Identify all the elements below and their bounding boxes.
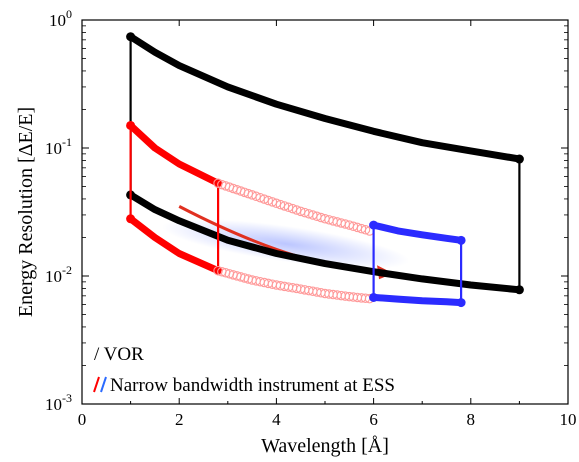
series-8-marker [259, 194, 269, 204]
y-tick-label: 10-2 [45, 263, 72, 286]
series-0-line [127, 33, 523, 163]
y-tick-label: 100 [49, 7, 72, 30]
x-axis-label: Wavelength [Å] [261, 435, 389, 457]
series-5-line [127, 215, 222, 275]
series-4-line [127, 122, 222, 187]
x-tick-label: 0 [78, 410, 87, 429]
x-tick-label: 2 [175, 410, 184, 429]
y-tick-label: 10-3 [45, 391, 72, 414]
series-1-line [127, 191, 523, 294]
legend-label: / VOR [94, 344, 144, 365]
series-8-marker [247, 190, 257, 200]
series-8-marker [267, 197, 278, 207]
series-10-line [370, 221, 465, 244]
y-tick-label: 10-1 [45, 135, 72, 158]
legend-swatch [100, 376, 107, 393]
legend-label: Narrow bandwidth instrument at ESS [110, 375, 395, 396]
series-11-line [370, 293, 465, 307]
x-tick-label: 8 [467, 410, 476, 429]
y-axis-label: Energy Resolution [ΔE/E] [15, 107, 37, 317]
series-8-marker [263, 195, 274, 206]
x-tick-label: 10 [560, 410, 577, 429]
series-8-marker [360, 225, 371, 235]
series-8-marker [255, 192, 265, 203]
x-tick-label: 6 [369, 410, 378, 429]
series-8-marker [251, 191, 261, 202]
legend-swatch [93, 376, 100, 393]
x-tick-label: 4 [272, 410, 281, 429]
arrow-glow [161, 218, 410, 269]
